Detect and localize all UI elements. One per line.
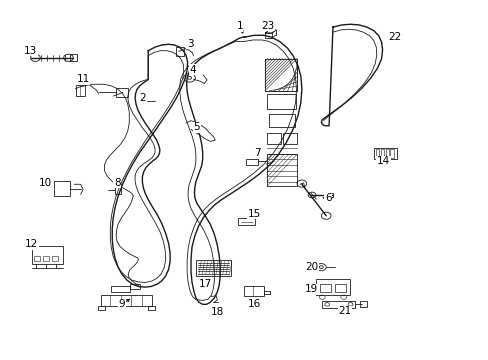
Bar	[115, 186, 121, 194]
Bar	[334, 284, 345, 292]
Bar	[389, 149, 393, 158]
Text: 21: 21	[337, 306, 350, 316]
Text: 9: 9	[119, 299, 125, 309]
Text: 20: 20	[305, 262, 318, 272]
Bar	[111, 286, 130, 292]
Text: 5: 5	[193, 122, 200, 132]
Bar	[322, 301, 355, 308]
Bar	[243, 286, 264, 296]
Bar	[266, 94, 295, 109]
Bar	[34, 256, 40, 261]
Bar	[130, 284, 140, 289]
Text: 8: 8	[114, 178, 120, 188]
Bar	[323, 193, 333, 197]
Text: 22: 22	[388, 32, 401, 42]
Bar	[380, 149, 383, 158]
Bar	[360, 301, 366, 307]
Bar	[31, 246, 62, 264]
Text: 23: 23	[261, 21, 274, 31]
Text: 14: 14	[376, 157, 389, 166]
Text: 2: 2	[139, 93, 145, 103]
Bar	[316, 279, 349, 295]
Text: 16: 16	[247, 299, 260, 309]
Bar	[43, 256, 49, 261]
Bar	[320, 284, 330, 292]
Text: 1: 1	[236, 21, 243, 31]
Bar	[147, 306, 155, 310]
Bar	[266, 154, 296, 186]
Bar	[176, 47, 183, 56]
Text: 10: 10	[39, 178, 52, 188]
Bar	[268, 114, 294, 127]
Text: 13: 13	[24, 46, 37, 56]
Bar	[70, 54, 77, 62]
Text: 11: 11	[76, 74, 89, 84]
Bar	[373, 148, 396, 159]
Bar	[245, 158, 257, 165]
Bar	[52, 256, 58, 261]
Bar	[237, 217, 255, 225]
Text: 15: 15	[247, 208, 260, 219]
Bar	[266, 133, 281, 144]
Text: 17: 17	[199, 279, 212, 289]
Bar	[116, 88, 127, 97]
Text: 4: 4	[189, 65, 195, 75]
Bar	[54, 181, 70, 197]
Text: 7: 7	[253, 148, 260, 158]
Bar	[375, 149, 378, 158]
Bar	[196, 260, 230, 276]
Text: 19: 19	[305, 284, 318, 294]
Text: 6: 6	[324, 193, 331, 203]
Bar	[385, 149, 388, 158]
Bar	[76, 85, 84, 96]
Text: 18: 18	[210, 307, 224, 317]
Text: 12: 12	[25, 239, 38, 249]
Bar	[283, 133, 296, 144]
Bar	[101, 295, 152, 306]
Text: 3: 3	[186, 39, 193, 49]
Bar	[98, 306, 105, 310]
